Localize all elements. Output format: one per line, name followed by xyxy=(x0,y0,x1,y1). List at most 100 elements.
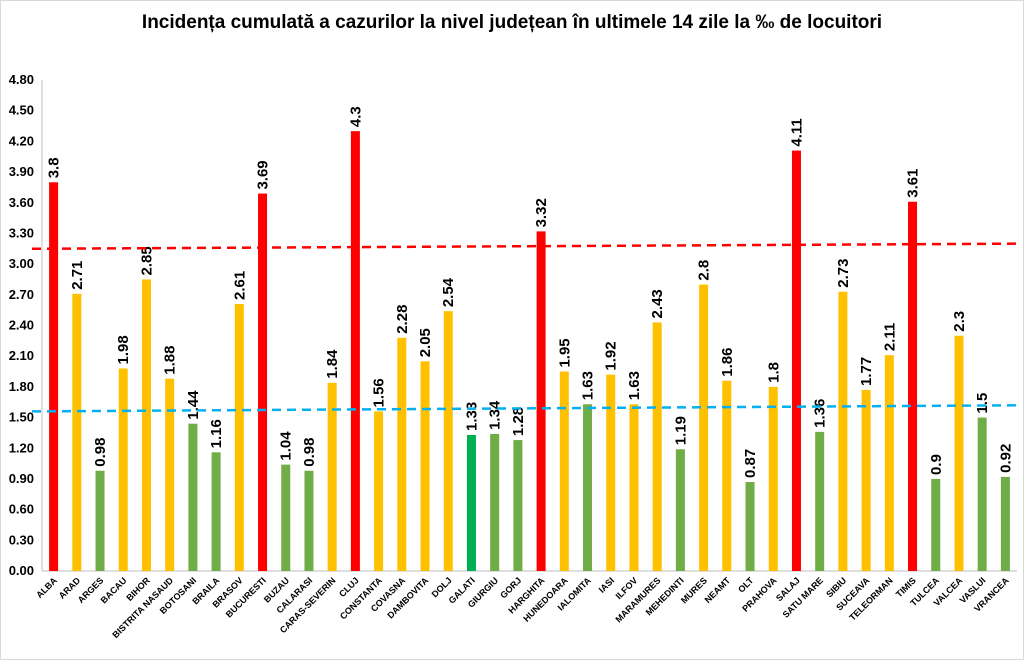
data-label: 0.98 xyxy=(92,438,109,467)
data-label: 3.69 xyxy=(255,160,272,189)
y-tick-label: 1.80 xyxy=(9,379,34,394)
bar xyxy=(606,374,616,571)
y-tick-label: 0.60 xyxy=(9,502,34,517)
y-tick-label: 3.90 xyxy=(9,164,34,179)
bar xyxy=(327,382,337,571)
bar xyxy=(374,411,384,571)
bar xyxy=(490,433,500,571)
data-label: 2.54 xyxy=(440,277,457,307)
bar xyxy=(513,440,523,571)
data-label: 0.87 xyxy=(742,449,759,478)
bar xyxy=(675,449,685,571)
bar xyxy=(699,284,709,571)
bar xyxy=(95,470,105,571)
x-tick-label: BACAU xyxy=(99,575,129,605)
bar xyxy=(931,478,941,571)
data-label: 2.73 xyxy=(835,259,852,288)
y-tick-label: 2.10 xyxy=(9,348,34,363)
bar xyxy=(768,386,778,571)
bar xyxy=(559,371,569,571)
x-tick-label: DAMBOVITA xyxy=(385,575,430,620)
bar xyxy=(1000,476,1010,571)
data-label: 4.3 xyxy=(347,106,364,127)
data-label: 3.32 xyxy=(533,198,550,227)
bar xyxy=(350,131,360,572)
data-label: 1.16 xyxy=(208,419,225,448)
data-label: 0.98 xyxy=(301,438,318,467)
bar xyxy=(258,193,268,571)
bar xyxy=(165,378,175,571)
bar xyxy=(954,335,964,571)
y-tick-label: 4.50 xyxy=(9,103,34,118)
data-label: 1.44 xyxy=(185,390,202,420)
data-label: 2.85 xyxy=(138,246,155,275)
bar xyxy=(884,355,894,571)
data-label: 1.36 xyxy=(812,399,829,428)
bar xyxy=(211,452,221,571)
bar xyxy=(861,389,871,571)
data-label: 1.77 xyxy=(858,357,875,386)
bar xyxy=(141,279,151,571)
y-tick-label: 2.40 xyxy=(9,318,34,333)
data-label: 1.98 xyxy=(115,335,132,364)
x-tick-label: ALBA xyxy=(34,575,59,600)
bar xyxy=(583,404,593,571)
bar xyxy=(791,150,801,572)
bar xyxy=(188,423,198,571)
y-tick-label: 0.30 xyxy=(9,532,34,547)
data-label: 1.95 xyxy=(556,338,573,367)
bar xyxy=(652,322,662,571)
data-label: 1.28 xyxy=(510,407,527,436)
bar xyxy=(443,311,453,571)
data-label: 0.92 xyxy=(997,444,1014,473)
data-label: 1.8 xyxy=(765,362,782,383)
bar xyxy=(304,470,314,571)
y-tick-label: 1.20 xyxy=(9,440,34,455)
x-tick-label: OLT xyxy=(736,575,756,595)
data-label: 1.86 xyxy=(719,348,736,377)
data-label: 1.5 xyxy=(974,393,991,414)
bar xyxy=(722,380,732,571)
y-tick-label: 3.60 xyxy=(9,195,34,210)
bar xyxy=(908,201,918,571)
chart-title: Incidența cumulată a cazurilor la nivel … xyxy=(141,12,883,33)
y-tick-label: 4.80 xyxy=(9,72,34,87)
y-tick-label: 1.50 xyxy=(9,410,34,425)
bar xyxy=(536,231,546,571)
bar xyxy=(49,182,59,571)
y-tick-label: 2.70 xyxy=(9,287,34,302)
data-label: 2.8 xyxy=(696,260,713,281)
data-label: 1.56 xyxy=(371,378,388,407)
bar xyxy=(234,304,244,571)
data-label: 2.05 xyxy=(417,328,434,357)
y-tick-label: 3.30 xyxy=(9,225,34,240)
bar xyxy=(977,417,987,571)
data-label: 2.71 xyxy=(69,261,86,290)
bar xyxy=(815,431,825,571)
data-label: 2.28 xyxy=(394,305,411,334)
data-label: 1.63 xyxy=(580,371,597,400)
bar xyxy=(118,368,128,571)
y-tick-label: 0.00 xyxy=(9,563,34,578)
bar xyxy=(838,291,848,571)
data-label: 1.19 xyxy=(672,416,689,445)
data-label: 3.8 xyxy=(46,157,63,178)
bar xyxy=(281,464,291,571)
data-label: 4.11 xyxy=(788,118,805,146)
data-label: 1.84 xyxy=(324,349,341,379)
bar xyxy=(397,337,407,571)
x-tick-label: NEAMT xyxy=(703,575,733,605)
x-tick-label: IASI xyxy=(597,575,616,594)
data-label: 1.04 xyxy=(278,431,295,461)
data-label: 1.34 xyxy=(487,400,504,430)
bar xyxy=(629,404,639,571)
y-tick-label: 0.90 xyxy=(9,471,34,486)
bar xyxy=(466,434,476,571)
bar xyxy=(72,293,82,571)
y-tick-label: 4.20 xyxy=(9,133,34,148)
bar xyxy=(745,482,755,571)
data-label: 2.3 xyxy=(951,311,968,332)
data-label: 1.92 xyxy=(603,341,620,370)
y-tick-label: 3.00 xyxy=(9,256,34,271)
data-label: 0.9 xyxy=(928,454,945,475)
